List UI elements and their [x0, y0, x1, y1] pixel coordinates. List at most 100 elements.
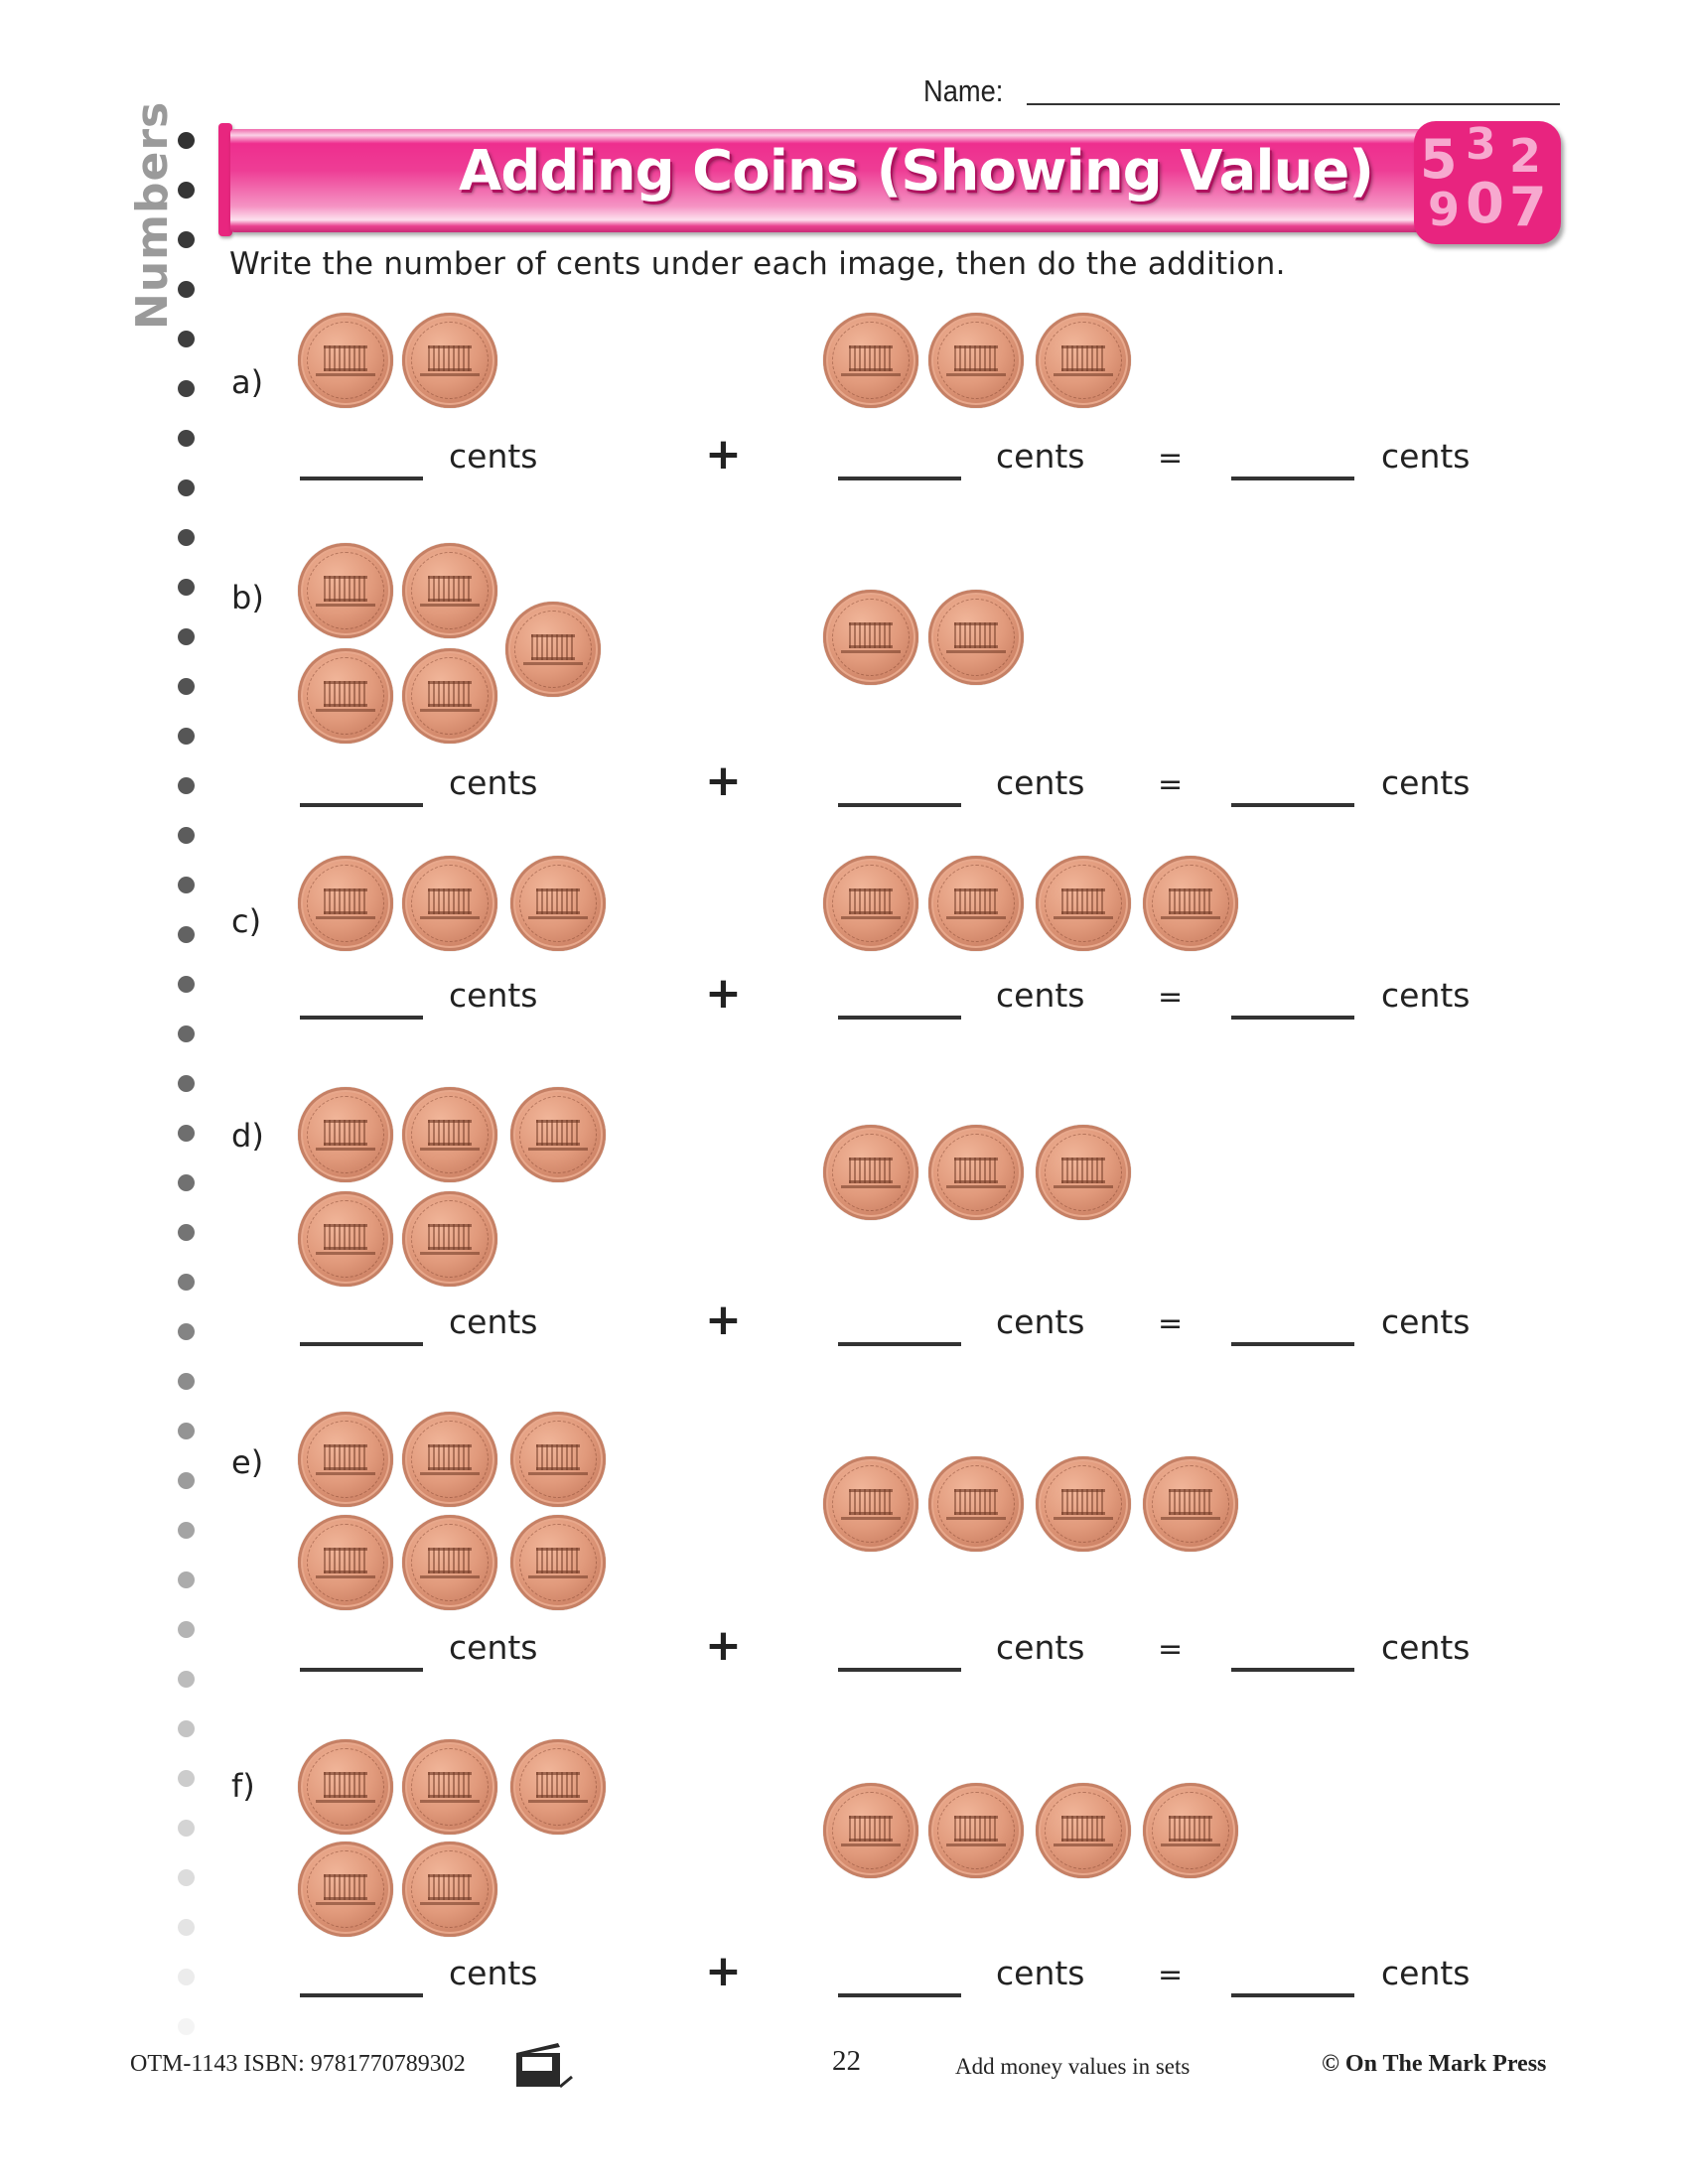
page-title: Adding Coins (Showing Value) [459, 139, 1374, 204]
coin-memorial [324, 888, 367, 914]
coin-memorial [324, 681, 367, 707]
badge-digit: 2 [1509, 129, 1542, 183]
second-addend-blank[interactable] [838, 1668, 961, 1672]
title-bar-cap [218, 123, 232, 236]
penny-coin [928, 1456, 1024, 1552]
coin-base [420, 373, 480, 376]
sum-blank[interactable] [1231, 803, 1354, 807]
footer-code: OTM-1143 ISBN: 9781770789302 [130, 2051, 466, 2077]
coin-base [946, 916, 1006, 919]
cents-label: cents [1381, 763, 1471, 802]
sum-blank[interactable] [1231, 1993, 1354, 1997]
coin-rim-text [519, 1096, 597, 1173]
coin-memorial [954, 622, 998, 648]
coin-memorial [1169, 1816, 1212, 1842]
penny-coin [1036, 1456, 1131, 1552]
second-addend-blank[interactable] [838, 803, 961, 807]
penny-coin [823, 856, 918, 951]
name-label: Name: [923, 73, 1004, 108]
coin-base [316, 709, 375, 712]
cents-label: cents [996, 437, 1085, 476]
coin-base [1054, 1517, 1113, 1520]
second-addend-blank[interactable] [838, 1342, 961, 1346]
coin-memorial [324, 345, 367, 371]
first-addend-blank[interactable] [300, 1342, 423, 1346]
binder-dot [178, 281, 195, 298]
equals-sign: = [1158, 980, 1184, 1015]
coin-rim-text [519, 1421, 597, 1498]
binder-dot [178, 1174, 195, 1191]
first-addend-blank[interactable] [300, 1668, 423, 1672]
coin-memorial [324, 576, 367, 602]
sum-blank[interactable] [1231, 477, 1354, 480]
coin-rim-text [1152, 865, 1229, 942]
penny-coin [298, 648, 393, 744]
binder-dot [178, 479, 195, 496]
coin-base [420, 1148, 480, 1151]
coin-rim-text [1045, 865, 1122, 942]
plus-sign: + [705, 968, 742, 1019]
coin-base [523, 662, 583, 665]
coin-memorial [849, 1489, 893, 1515]
coin-memorial [428, 681, 472, 707]
second-addend-blank[interactable] [838, 1993, 961, 1997]
first-addend-blank[interactable] [300, 477, 423, 480]
binder-dot [178, 1323, 195, 1340]
penny-coin [928, 590, 1024, 685]
penny-coin [510, 1739, 606, 1835]
penny-coin [298, 1739, 393, 1835]
cents-label: cents [996, 1628, 1085, 1667]
sum-blank[interactable] [1231, 1016, 1354, 1020]
binder-dot [178, 827, 195, 844]
coin-rim-text [519, 1524, 597, 1601]
coin-base [316, 1148, 375, 1151]
coin-memorial [1061, 1158, 1105, 1183]
coin-memorial [1169, 888, 1212, 914]
cents-label: cents [1381, 1628, 1471, 1667]
coin-rim-text [832, 865, 910, 942]
first-addend-blank[interactable] [300, 803, 423, 807]
second-addend-blank[interactable] [838, 1016, 961, 1020]
first-addend-blank[interactable] [300, 1993, 423, 1997]
coin-base [316, 1902, 375, 1905]
binder-dot [178, 579, 195, 596]
coin-base [841, 916, 901, 919]
penny-coin [1036, 856, 1131, 951]
coin-rim-text [411, 1748, 489, 1826]
penny-coin [402, 313, 497, 408]
penny-coin [1036, 313, 1131, 408]
sum-blank[interactable] [1231, 1342, 1354, 1346]
cents-label: cents [996, 1954, 1085, 1992]
badge-digit: 0 [1466, 172, 1504, 236]
coin-base [316, 1800, 375, 1803]
cents-label: cents [449, 976, 538, 1015]
sum-blank[interactable] [1231, 1668, 1354, 1672]
second-addend-blank[interactable] [838, 477, 961, 480]
coin-memorial [324, 1120, 367, 1146]
coin-rim-text [411, 1096, 489, 1173]
coin-rim-text [307, 1096, 384, 1173]
penny-coin [510, 1087, 606, 1182]
coin-rim-text [411, 322, 489, 399]
coin-base [420, 1252, 480, 1255]
penny-coin [1143, 1456, 1238, 1552]
problem-label: e) [231, 1443, 264, 1481]
coin-rim-text [307, 657, 384, 735]
coin-base [1054, 1843, 1113, 1846]
coin-rim-text [307, 1748, 384, 1826]
name-field[interactable] [1027, 103, 1560, 105]
coin-memorial [1061, 1816, 1105, 1842]
coin-rim-text [1045, 322, 1122, 399]
coin-rim-text [307, 1524, 384, 1601]
binder-dot [178, 2018, 195, 2035]
coin-rim-text [411, 1200, 489, 1278]
first-addend-blank[interactable] [300, 1016, 423, 1020]
coin-rim-text [1152, 1465, 1229, 1543]
cents-label: cents [449, 1628, 538, 1667]
binder-dot [178, 1522, 195, 1539]
coin-memorial [324, 1772, 367, 1798]
coin-memorial [536, 1120, 580, 1146]
coin-rim-text [411, 552, 489, 629]
coin-base [528, 1148, 588, 1151]
coin-base [1161, 1843, 1220, 1846]
